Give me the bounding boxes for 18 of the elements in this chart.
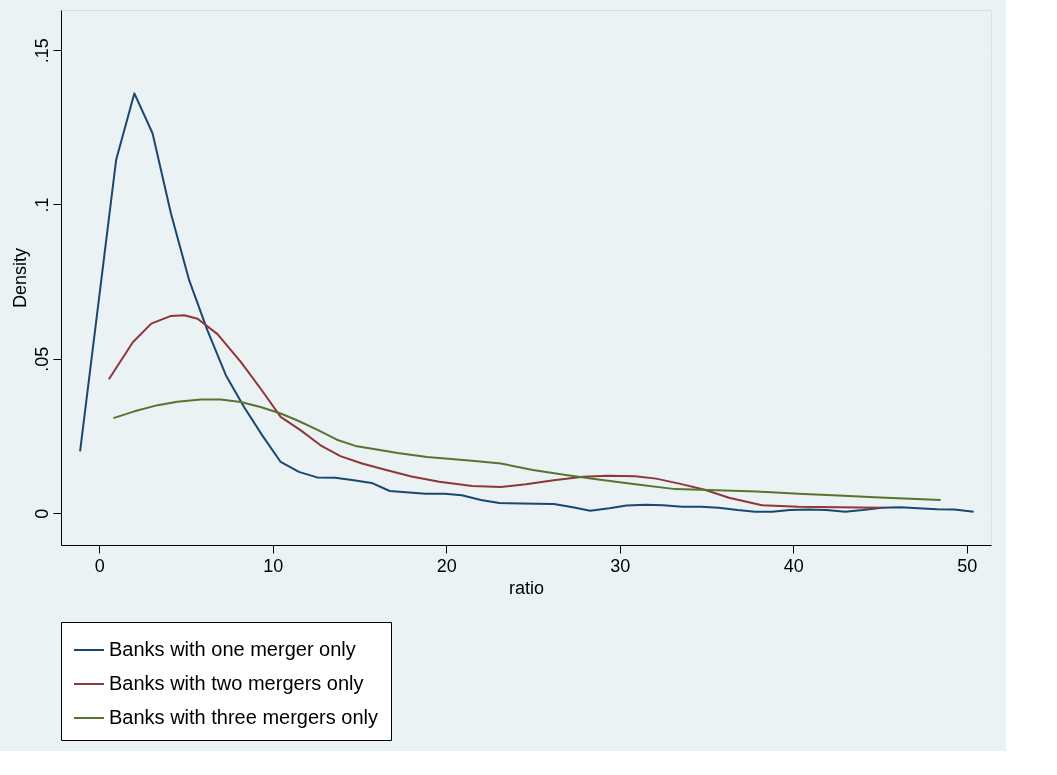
x-axis-title: ratio [508, 577, 545, 598]
legend-label: Banks with two mergers only [109, 672, 364, 694]
y-tick-label: .05 [31, 346, 52, 372]
x-tick-label: 20 [436, 555, 457, 576]
y-tick-label: 0 [31, 508, 52, 519]
line-series [107, 314, 883, 509]
y-tick-label: .15 [31, 38, 52, 64]
x-tick-label: 0 [94, 555, 105, 576]
line-series [112, 398, 942, 501]
x-tick-label: 10 [263, 555, 284, 576]
x-tick-label: 40 [783, 555, 804, 576]
line-series [79, 92, 975, 513]
x-tick-label: 30 [610, 555, 631, 576]
x-tick-label: 50 [957, 555, 978, 576]
y-axis-title: Density [9, 247, 30, 309]
legend-label: Banks with one merger only [109, 638, 356, 660]
legend-label: Banks with three mergers only [109, 706, 379, 728]
y-tick-label: .1 [31, 197, 52, 213]
